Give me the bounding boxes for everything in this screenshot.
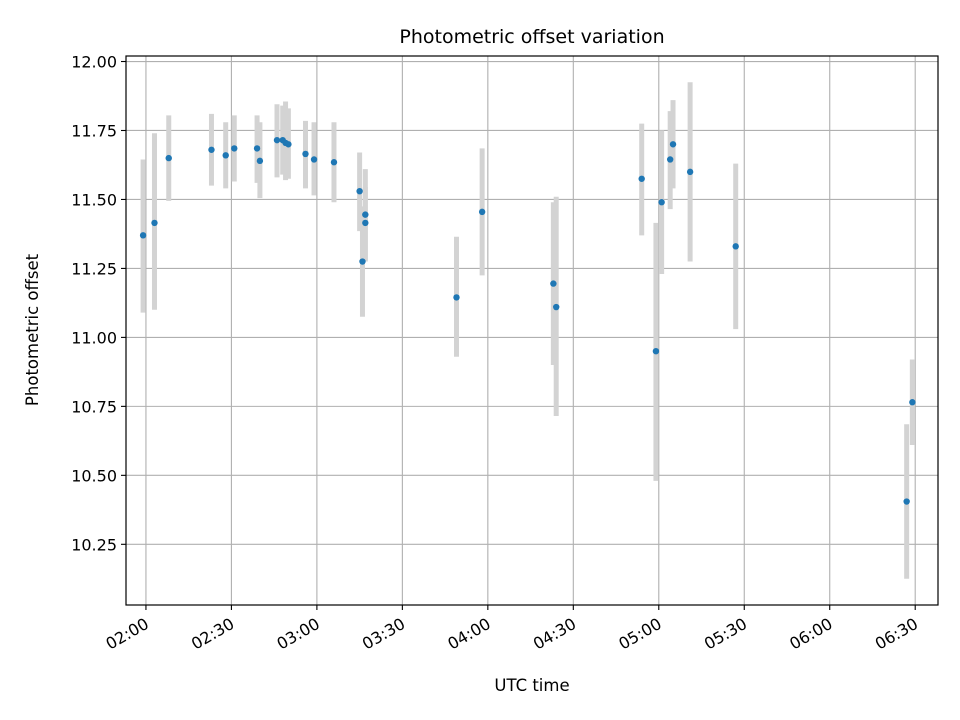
data-point [652, 347, 660, 355]
data-point [310, 156, 318, 163]
plot-area-frame [125, 55, 939, 606]
data-point [256, 157, 264, 165]
data-point [638, 175, 645, 182]
data-point [362, 211, 369, 218]
data-point [666, 156, 674, 163]
chart-title: Photometric offset variation [399, 26, 664, 48]
data-points [139, 136, 916, 505]
y-tick-label: 11.25 [71, 259, 117, 278]
y-tick-label: 11.75 [71, 121, 117, 140]
data-point [208, 146, 215, 153]
data-point [550, 280, 557, 287]
data-point [362, 219, 369, 227]
y-tick-label: 10.75 [71, 397, 117, 416]
y-axis-ticks: 10.25 10.50 10.75 11.00 11.25 11.50 11.75 12.00 [71, 53, 126, 554]
data-point [478, 208, 486, 216]
data-point [658, 199, 665, 206]
y-tick-label: 10.50 [71, 466, 117, 485]
data-point [686, 168, 694, 176]
data-point [139, 232, 147, 239]
data-point [165, 154, 172, 162]
data-point [253, 145, 261, 152]
y-tick-label: 10.25 [71, 535, 117, 554]
data-point [222, 152, 229, 159]
data-point [151, 219, 158, 227]
y-tick-label: 12.00 [71, 53, 117, 72]
y-tick-label: 11.50 [71, 190, 117, 209]
data-point [231, 145, 238, 152]
y-tick-label: 11.00 [71, 328, 117, 347]
data-point [553, 303, 560, 311]
data-point [732, 243, 739, 250]
grid-lines [126, 56, 938, 605]
data-point [302, 150, 309, 158]
data-point [453, 294, 460, 301]
y-axis-label: Photometric offset [23, 253, 42, 406]
data-point [903, 498, 910, 505]
data-point [909, 399, 916, 406]
data-point [273, 136, 281, 144]
data-point [285, 141, 292, 148]
data-point [359, 258, 366, 265]
x-axis-label: UTC time [494, 676, 569, 695]
data-point [669, 141, 677, 148]
data-point [330, 159, 338, 166]
data-point [356, 187, 363, 195]
